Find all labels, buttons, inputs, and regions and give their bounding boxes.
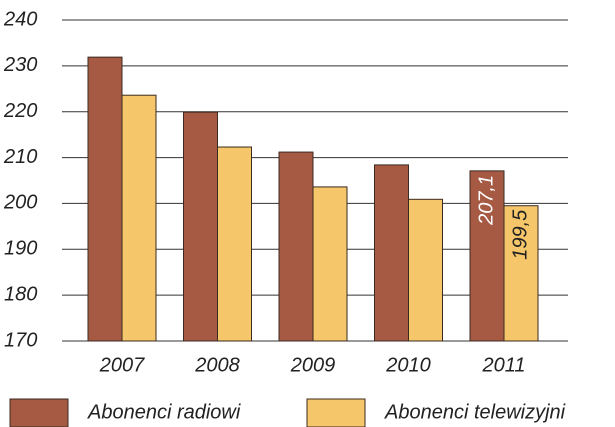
bar <box>374 164 409 342</box>
bar <box>183 111 218 342</box>
x-tick-label: 2011 <box>481 354 525 376</box>
value-label: 199,5 <box>509 209 531 260</box>
x-tick-label: 2008 <box>194 354 240 376</box>
y-tick-label: 180 <box>4 283 37 305</box>
value-label: 207,1 <box>475 175 497 226</box>
legend-swatch <box>9 398 69 427</box>
bar <box>312 186 348 342</box>
y-tick-label: 240 <box>3 8 37 30</box>
legend-label: Abonenci telewizyjni <box>384 401 566 423</box>
legend-label: Abonenci radiowi <box>87 401 241 423</box>
x-tick-label: 2007 <box>99 354 145 376</box>
y-tick-label: 170 <box>4 329 37 351</box>
bar <box>121 94 157 342</box>
bar <box>217 146 252 342</box>
bar <box>278 151 314 342</box>
bar <box>503 205 539 342</box>
bar <box>469 170 505 342</box>
bar <box>87 56 123 342</box>
y-tick-label: 190 <box>4 238 37 260</box>
y-tick-label: 230 <box>3 54 37 76</box>
y-tick-label: 220 <box>3 100 37 122</box>
x-tick-label: 2010 <box>385 354 431 376</box>
y-tick-label: 200 <box>3 192 37 214</box>
y-tick-label: 210 <box>3 146 37 168</box>
x-tick-label: 2009 <box>290 354 336 376</box>
legend-swatch <box>306 398 366 427</box>
bar <box>408 198 443 342</box>
